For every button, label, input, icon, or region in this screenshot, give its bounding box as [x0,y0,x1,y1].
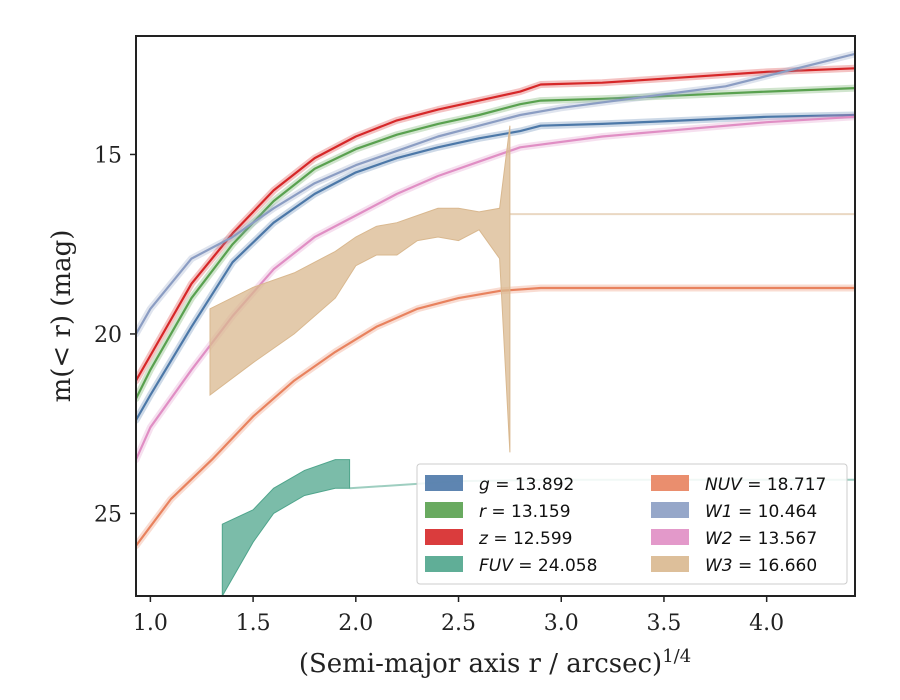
x-tick-label: 3.5 [646,611,681,636]
legend-box [416,463,848,585]
x-axis-label-exponent: 1/4 [662,646,691,667]
legend-swatch-w3 [651,556,689,572]
series-fuv-band [221,459,351,596]
y-axis-label: m(< r) (mag) [47,230,77,403]
legend-swatch-z [425,529,463,545]
x-axis-label-text: (Semi-major axis r / arcsec) [299,649,662,679]
x-tick-label: 4.0 [749,611,784,636]
x-tick-label: 1.0 [133,611,168,636]
data-layer [136,50,855,596]
legend-swatch-w1 [651,502,689,518]
x-tick-label: 3.0 [544,611,579,636]
tick-layer: 1.0 1.5 2.0 2.5 3.0 3.5 4.0 15 20 25 [94,143,784,636]
plot-frame [135,35,856,597]
y-tick-label: 15 [94,143,122,168]
legend-label-w2: W2 = 13.567 [705,529,817,549]
y-tick-label: 20 [94,323,122,348]
legend-label-w1: W1 = 10.464 [705,502,817,522]
legend-label-z: z = 12.599 [478,529,572,549]
legend-label-w3: W3 = 16.660 [705,556,817,576]
series-w2-line [136,115,855,461]
legend-swatch-nuv [651,475,689,491]
y-tick-label: 25 [94,502,122,527]
series-w1-line [136,52,855,335]
legend-swatch-g [425,475,463,491]
series-nuv-line [136,286,855,547]
legend-label-fuv: FUV = 24.058 [479,556,597,576]
x-axis-label: (Semi-major axis r / arcsec)1/4 [299,646,691,679]
series-g-line [136,113,855,422]
x-tick-label: 2.5 [441,611,476,636]
legend-label-r: r = 13.159 [479,502,571,522]
series-w3-band [209,125,511,453]
legend-swatch-w2 [651,529,689,545]
legend: g = 13.892 r = 13.159 z = 12.599 FUV = 24.0… [416,463,848,585]
series-z-line [136,67,855,382]
legend-label-g: g = 13.892 [479,475,574,495]
x-tick-label: 1.5 [236,611,271,636]
legend-swatch-fuv [425,556,463,572]
legend-label-nuv: NUV = 18.717 [705,475,826,495]
x-tick-label: 2.0 [338,611,373,636]
series-group [136,50,855,596]
legend-swatch-r [425,502,463,518]
